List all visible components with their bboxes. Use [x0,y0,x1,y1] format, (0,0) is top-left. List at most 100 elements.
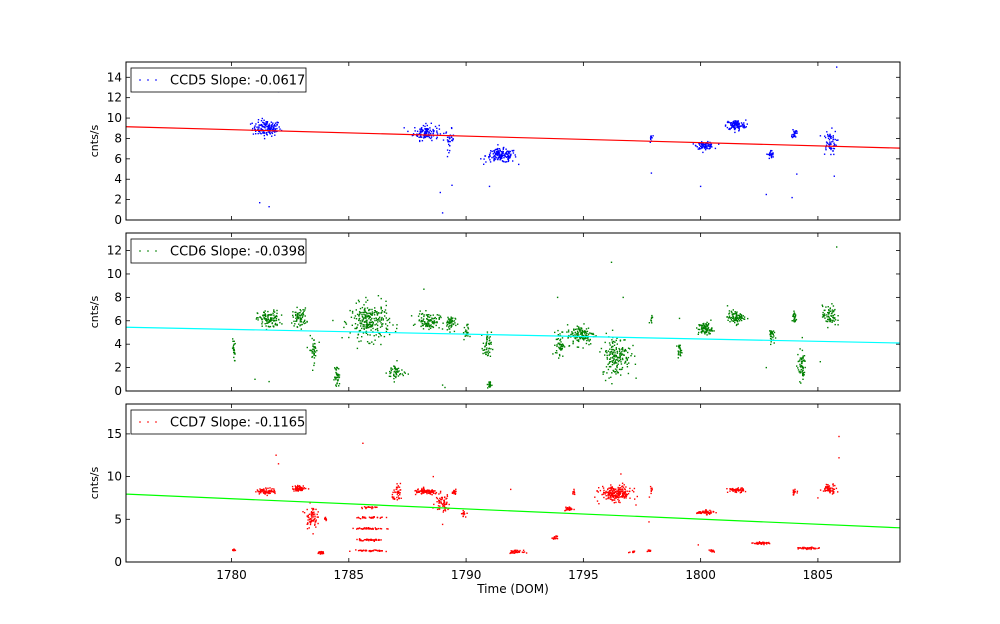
data-point [625,350,627,352]
data-point [300,489,302,492]
data-point [265,319,268,322]
data-point [338,385,340,387]
data-point [733,318,735,320]
data-point [398,492,400,494]
data-point [308,518,311,520]
data-point [511,552,513,554]
data-point [365,311,367,314]
plot-frame-ccd6 [125,232,901,392]
data-point [707,512,710,514]
data-point [274,491,276,493]
data-point [446,495,449,497]
data-point [313,357,316,359]
data-point [622,486,625,488]
data-point [273,317,276,319]
data-point [628,362,630,364]
data-point [612,494,614,496]
data-point [792,489,794,491]
data-point [376,314,379,316]
data-point [568,507,571,509]
data-point [834,319,837,321]
data-point [273,311,276,313]
data-point [709,144,711,146]
data-point [828,139,831,141]
data-point [732,309,734,311]
data-point [386,528,388,530]
legend-marker [155,250,157,252]
data-point [439,191,441,194]
data-point [301,313,303,315]
data-point [707,510,709,513]
data-point [605,491,607,493]
data-point [797,367,799,369]
data-point [817,497,819,499]
data-point [614,356,616,358]
data-point [365,296,367,299]
data-point [824,136,827,139]
data-point [740,319,743,322]
data-point [799,363,801,366]
data-point [374,328,377,331]
data-point [454,493,457,495]
data-point [580,329,582,331]
data-point [358,340,360,343]
data-point [702,323,704,325]
data-point [451,136,453,139]
data-point [737,126,739,128]
data-point [312,513,314,516]
data-point [388,333,391,336]
data-point [594,496,596,498]
data-point [796,492,798,494]
data-point [512,152,515,154]
data-point [580,333,582,335]
data-point [488,381,490,383]
data-point [304,319,306,321]
data-point [365,317,367,320]
data-point [822,490,825,492]
data-point [768,153,771,155]
data-point [397,492,399,494]
data-point [595,335,597,337]
data-point [416,134,418,137]
data-point [622,296,624,299]
data-point [296,318,298,321]
data-point [712,550,714,552]
data-point [466,330,468,332]
data-point [579,330,581,332]
data-point [438,124,440,127]
data-point [263,119,265,121]
data-point [743,125,746,127]
data-point [271,488,273,490]
data-point [268,206,270,208]
data-point [826,131,828,133]
data-point [433,321,435,323]
data-point [522,549,525,551]
data-point [428,135,431,137]
data-point [414,493,417,496]
data-point [698,512,700,514]
data-point [488,185,491,188]
data-point [302,511,304,513]
data-point [451,324,453,326]
data-point [797,548,799,550]
data-point [380,322,382,324]
data-point [613,502,615,504]
data-point [257,317,259,319]
data-point [309,517,312,520]
data-point [833,317,835,320]
data-point [503,157,505,159]
data-point [273,309,275,311]
data-point [508,156,510,158]
data-point [268,127,270,130]
data-point [602,487,605,489]
data-point [337,373,340,376]
data-point [604,493,606,495]
data-point [823,313,826,315]
data-point [517,549,519,552]
data-point [429,327,432,329]
data-point [577,328,580,330]
data-point [314,355,317,357]
data-point [423,489,425,492]
data-point [736,317,739,319]
data-point [396,368,398,370]
